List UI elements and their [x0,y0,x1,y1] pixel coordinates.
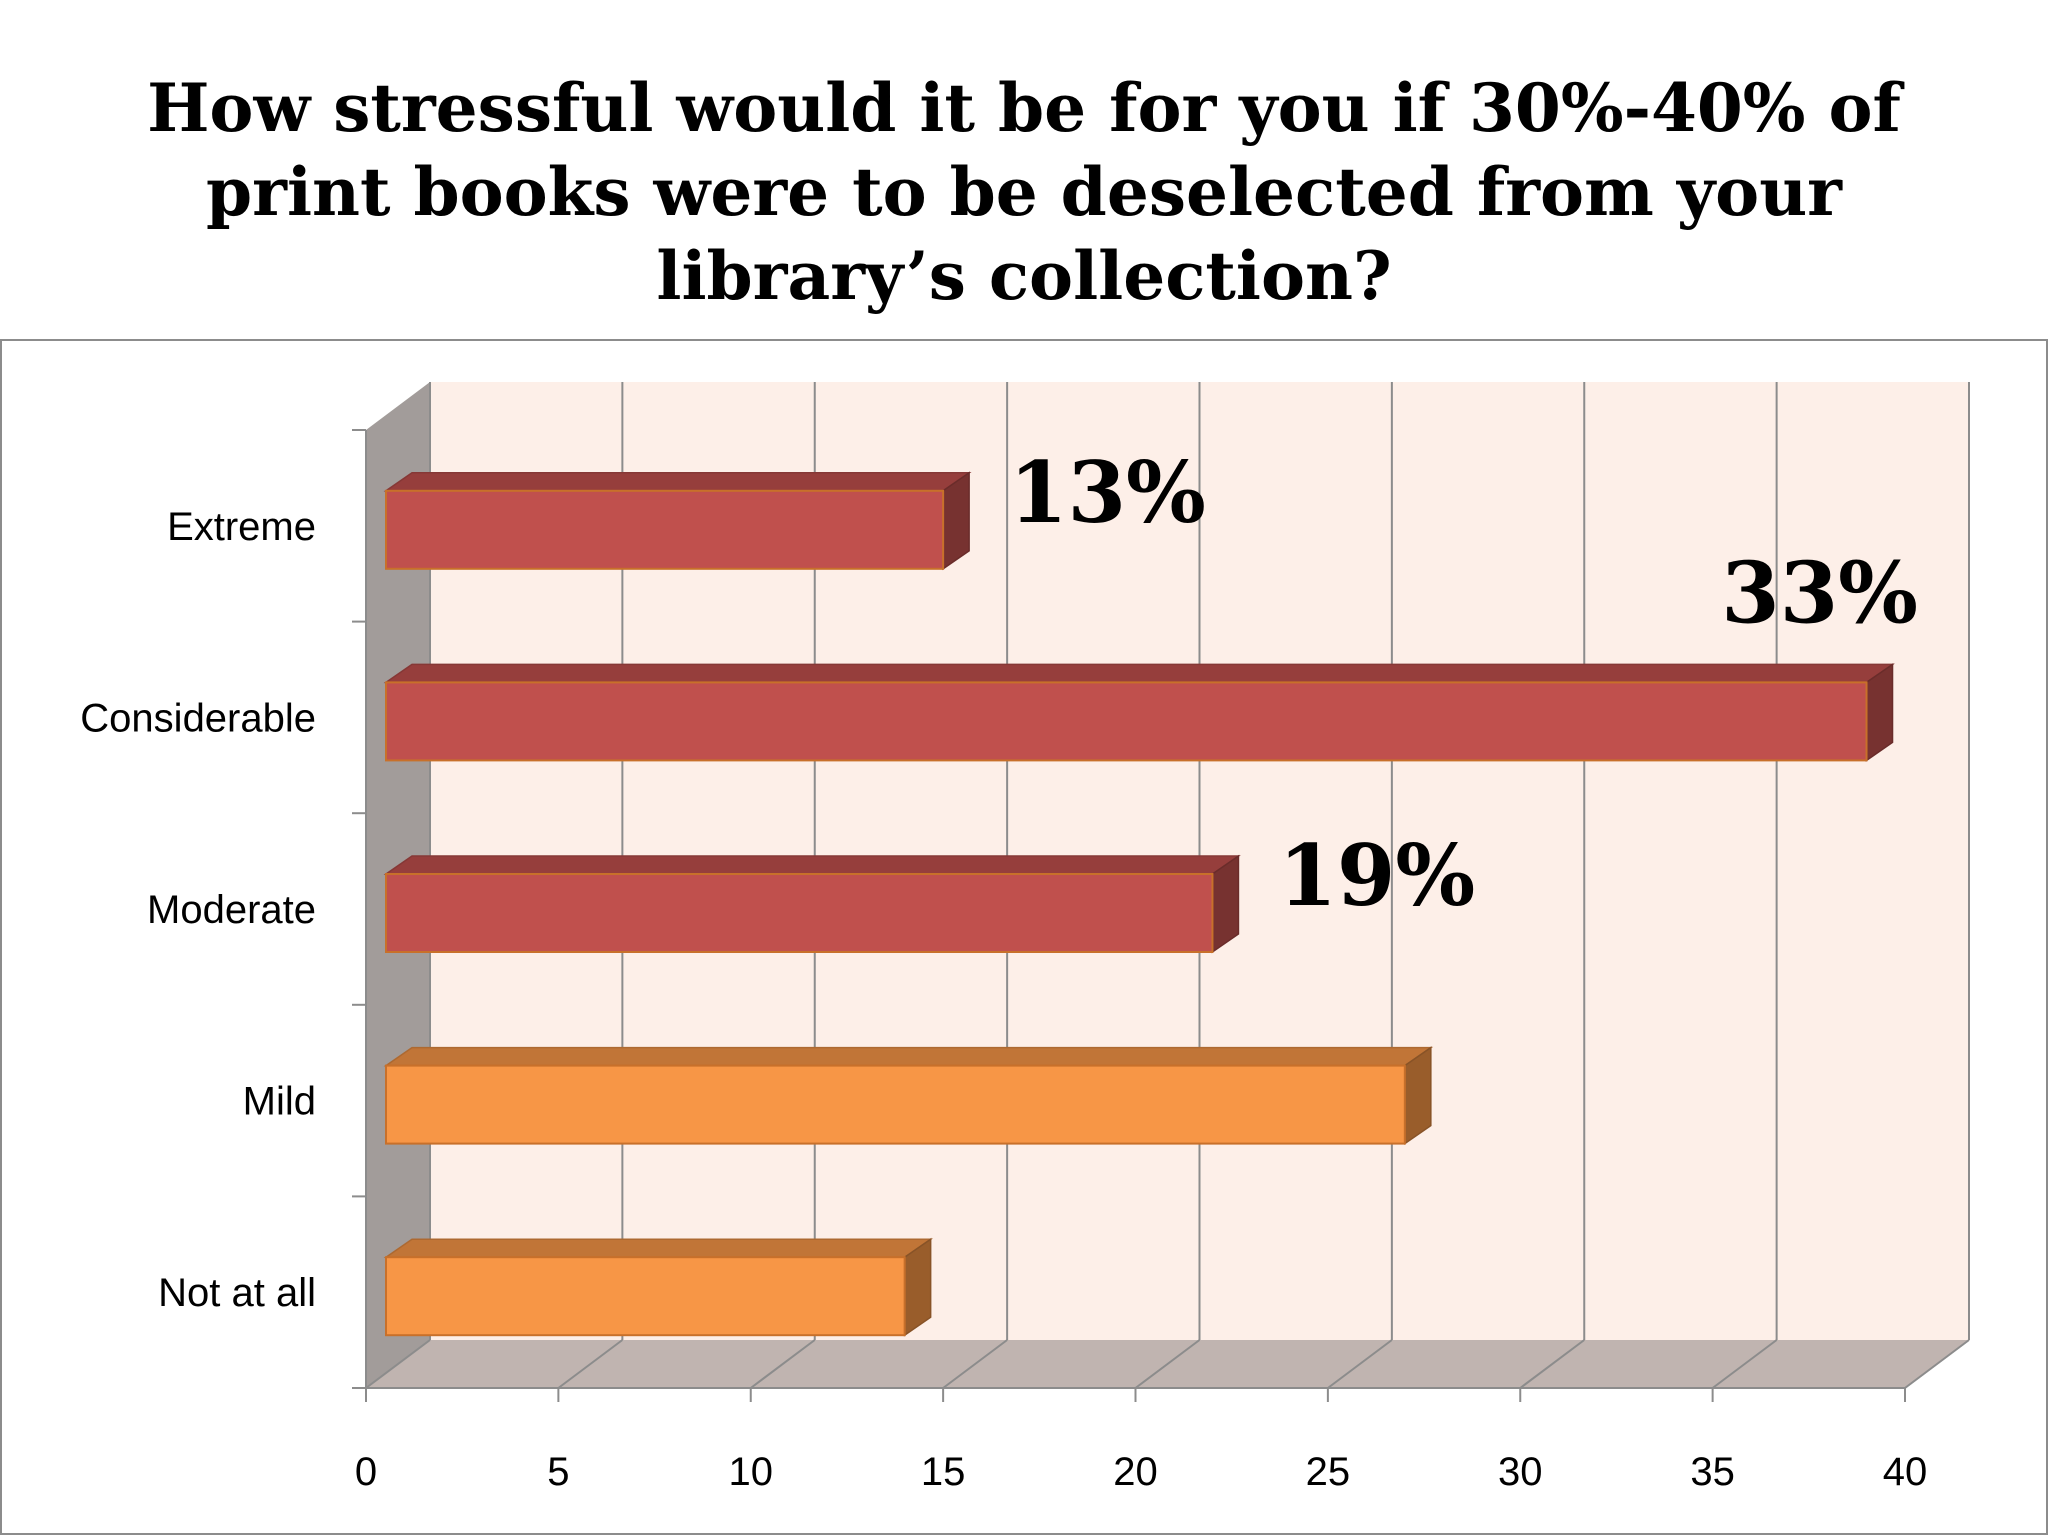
category-label: Extreme [167,505,316,549]
chart-title-line: library’s collection? [656,237,1392,315]
bar [385,1064,1406,1145]
bar-top [383,1238,934,1258]
floor-gridline [942,1339,1008,1389]
floor-gridline [365,1339,431,1389]
x-tick-label: 30 [1498,1450,1543,1494]
bar [385,873,1214,953]
x-tick-label: 15 [921,1450,966,1494]
bar-top [383,472,972,492]
floor-gridline [750,1339,816,1389]
chart-title: How stressful would it be for you if 30%… [0,66,2048,318]
floor-gridline [1519,1339,1585,1389]
x-tick-label: 10 [729,1450,774,1494]
floor-gridline [1712,1339,1778,1389]
bar-side [942,471,970,571]
bar [385,681,1868,762]
chart-title-line: print books were to be deselected from y… [206,153,1842,231]
floor-gridline [1327,1339,1393,1389]
x-tick-label: 5 [547,1450,569,1494]
floor-gridline [1134,1339,1201,1389]
x-tick-label: 25 [1306,1450,1351,1494]
plot-area: 0 5 10 15 20 25 30 35 40 Extreme 13% Considerable 33… [80,382,1970,1494]
chart-title-line: How stressful would it be for you if 30%… [147,69,1901,147]
bar-side [1211,854,1240,954]
floor-gridline [557,1339,623,1389]
category-label: Mild [243,1080,316,1124]
bar [385,489,945,570]
bar-side [1865,662,1894,762]
category-label: Considerable [80,696,316,740]
data-label: 33% [1721,543,1918,642]
data-label: 19% [1278,826,1475,925]
bar-side [1404,1046,1432,1146]
bar-side [903,1237,932,1337]
category-label: Moderate [147,888,316,932]
bar-top [383,663,1895,684]
x-tick-label: 20 [1113,1450,1158,1494]
category-label: Not at all [158,1271,316,1315]
x-tick-label: 0 [355,1450,377,1494]
floor-gridline [1904,1339,1970,1389]
x-tick-label: 40 [1883,1450,1928,1494]
data-label: 13% [1009,443,1206,542]
bar [385,1256,906,1337]
bar-top [383,855,1241,875]
x-tick-label: 35 [1690,1450,1735,1494]
bar-top [383,1046,1434,1067]
